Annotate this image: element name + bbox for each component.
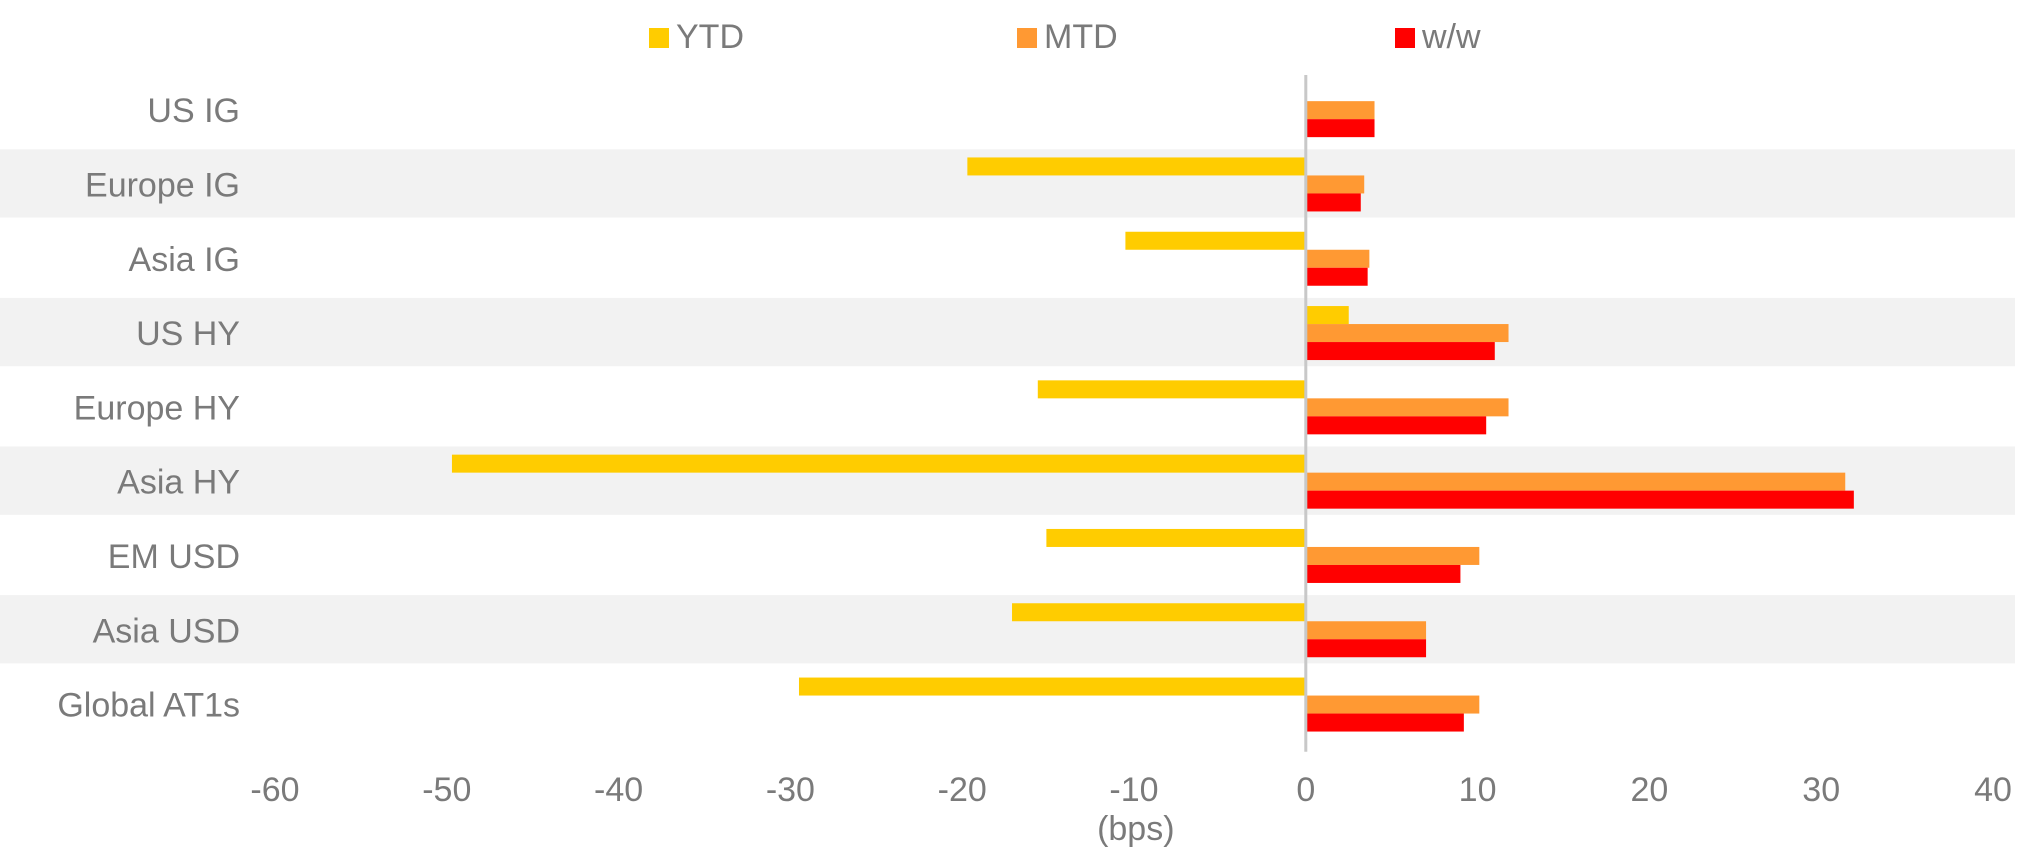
bar-mtd-asia-ig — [1305, 249, 1370, 268]
bar-ytd-asia-hy — [451, 454, 1306, 473]
bar-mtd-asia-usd — [1305, 621, 1427, 640]
legend-swatch — [649, 28, 669, 48]
x-tick-label: -20 — [938, 771, 987, 809]
row-bands — [0, 149, 2015, 664]
bar-ytd-europe-ig — [967, 157, 1306, 176]
category-label: Europe IG — [85, 166, 240, 204]
legend-label: w/w — [1421, 18, 1481, 56]
legend: YTD MTD w/w — [649, 18, 1481, 56]
bar-ww-global-at1s — [1305, 713, 1464, 732]
category-label: EM USD — [108, 538, 240, 576]
bar-series — [451, 101, 1854, 732]
bar-ytd-asia-ig — [1125, 231, 1306, 250]
bar-ww-asia-hy — [1305, 490, 1854, 509]
category-label: Asia HY — [117, 464, 240, 502]
bar-ww-europe-ig — [1305, 193, 1361, 212]
category-label: Asia USD — [93, 612, 240, 650]
bar-mtd-global-at1s — [1305, 695, 1480, 714]
legend-label: MTD — [1044, 18, 1118, 56]
x-tick-label: -10 — [1109, 771, 1158, 809]
row-band — [0, 595, 2015, 664]
x-tick-label: -40 — [594, 771, 643, 809]
row-band — [0, 297, 2015, 367]
x-axis-title: (bps) — [1097, 810, 1174, 848]
bar-ww-us-hy — [1305, 342, 1495, 361]
bar-ytd-asia-usd — [1012, 603, 1306, 622]
bar-ww-europe-hy — [1305, 416, 1487, 435]
bar-mtd-asia-hy — [1305, 472, 1846, 491]
bar-ww-asia-ig — [1305, 267, 1368, 286]
legend-swatch — [1017, 28, 1037, 48]
category-label: US HY — [136, 315, 240, 353]
category-label: Asia IG — [129, 241, 240, 279]
category-label: Global AT1s — [57, 687, 240, 725]
bar-mtd-us-ig — [1305, 101, 1375, 120]
bar-mtd-europe-hy — [1305, 398, 1509, 417]
x-tick-label: 30 — [1802, 771, 1840, 809]
x-tick-label: 0 — [1296, 771, 1315, 809]
category-label: US IG — [147, 92, 240, 130]
bar-mtd-em-usd — [1305, 546, 1480, 565]
category-labels: US IG Europe IG Asia IG US HY Europe HY Asia … — [57, 92, 240, 724]
bar-ytd-global-at1s — [798, 677, 1306, 696]
bar-mtd-us-hy — [1305, 324, 1509, 343]
x-tick-label: 10 — [1459, 771, 1497, 809]
category-label: Europe HY — [74, 389, 240, 427]
bar-mtd-europe-ig — [1305, 175, 1365, 194]
bar-ytd-em-usd — [1046, 528, 1306, 547]
legend-swatch — [1395, 28, 1415, 48]
x-tick-label: -60 — [250, 771, 299, 809]
x-tick-label: -50 — [422, 771, 471, 809]
bar-ytd-europe-hy — [1037, 380, 1306, 399]
bar-ww-us-ig — [1305, 119, 1375, 138]
x-axis-ticks: -60 -50 -40 -30 -20 -10 0 10 20 30 40 — [250, 771, 2011, 809]
x-tick-label: -30 — [766, 771, 815, 809]
legend-label: YTD — [676, 18, 744, 56]
bar-ytd-us-hy — [1305, 306, 1349, 325]
x-tick-label: 20 — [1630, 771, 1668, 809]
bar-ww-em-usd — [1305, 564, 1461, 583]
bar-ww-asia-usd — [1305, 639, 1427, 658]
x-tick-label: 40 — [1974, 771, 2012, 809]
